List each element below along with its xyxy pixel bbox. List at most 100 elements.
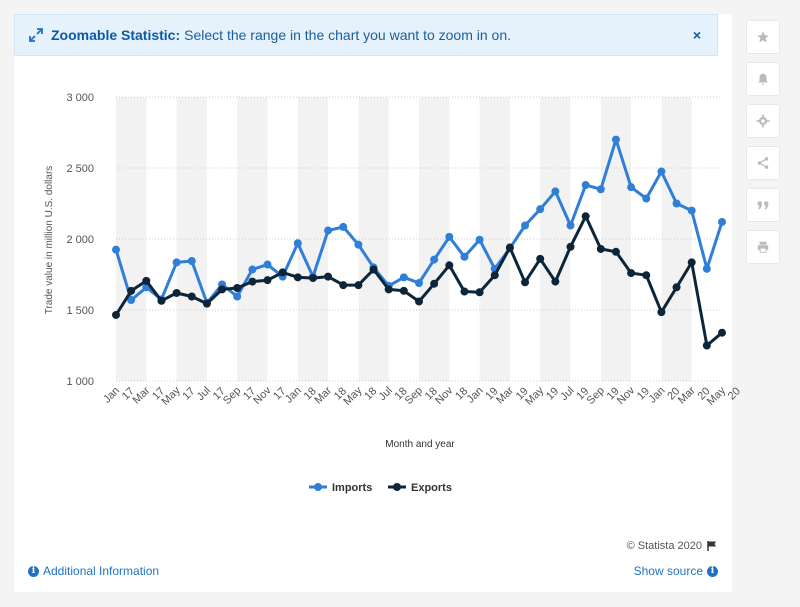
- data-point-imports[interactable]: [112, 245, 120, 254]
- data-point-exports[interactable]: [354, 281, 363, 290]
- data-point-exports[interactable]: [445, 261, 454, 270]
- data-point-imports[interactable]: [354, 240, 363, 249]
- favorite-button[interactable]: [746, 20, 780, 54]
- show-source-link[interactable]: Show source i: [634, 564, 718, 578]
- settings-button[interactable]: [746, 104, 780, 138]
- data-point-exports[interactable]: [339, 281, 348, 290]
- data-point-imports[interactable]: [415, 279, 423, 288]
- data-point-imports[interactable]: [627, 183, 636, 192]
- legend-item-exports[interactable]: Exports: [388, 482, 452, 494]
- close-banner-button[interactable]: ×: [692, 27, 702, 43]
- data-point-exports[interactable]: [263, 276, 272, 285]
- data-point-imports[interactable]: [248, 265, 257, 274]
- data-point-imports[interactable]: [233, 292, 242, 301]
- share-button[interactable]: [746, 146, 780, 180]
- data-point-exports[interactable]: [566, 242, 575, 251]
- y-tick-label: 1 500: [66, 305, 94, 317]
- data-point-exports[interactable]: [430, 279, 439, 288]
- data-point-imports[interactable]: [596, 185, 605, 194]
- data-point-exports[interactable]: [384, 285, 393, 294]
- data-point-exports[interactable]: [551, 277, 560, 286]
- data-point-imports[interactable]: [718, 217, 726, 226]
- data-point-imports[interactable]: [339, 222, 348, 231]
- data-point-exports[interactable]: [672, 283, 681, 292]
- print-icon: [757, 241, 769, 253]
- data-point-imports[interactable]: [187, 257, 196, 266]
- data-point-imports[interactable]: [172, 258, 181, 267]
- bell-icon: [758, 73, 768, 85]
- data-point-exports[interactable]: [521, 278, 530, 287]
- data-point-imports[interactable]: [324, 226, 333, 235]
- data-point-exports[interactable]: [293, 273, 302, 282]
- data-point-exports[interactable]: [718, 328, 726, 337]
- data-point-imports[interactable]: [460, 252, 469, 261]
- svg-text:Sep: Sep: [403, 385, 425, 407]
- data-point-exports[interactable]: [611, 247, 620, 256]
- data-point-exports[interactable]: [687, 258, 696, 267]
- data-point-imports[interactable]: [702, 264, 711, 273]
- data-point-exports[interactable]: [142, 276, 151, 285]
- data-point-exports[interactable]: [324, 272, 333, 281]
- data-point-imports[interactable]: [551, 187, 560, 196]
- data-point-exports[interactable]: [399, 286, 408, 295]
- data-point-imports[interactable]: [566, 221, 575, 230]
- data-point-exports[interactable]: [642, 271, 651, 280]
- data-point-exports[interactable]: [536, 254, 545, 263]
- data-point-imports[interactable]: [263, 260, 272, 269]
- cite-button[interactable]: [746, 188, 780, 222]
- data-point-exports[interactable]: [415, 297, 423, 306]
- data-point-imports[interactable]: [642, 194, 651, 203]
- data-point-exports[interactable]: [233, 283, 242, 292]
- data-point-imports[interactable]: [687, 206, 696, 215]
- data-point-exports[interactable]: [657, 308, 666, 317]
- data-point-exports[interactable]: [308, 274, 317, 283]
- data-point-imports[interactable]: [430, 255, 439, 264]
- data-point-exports[interactable]: [248, 277, 257, 286]
- svg-text:May: May: [341, 384, 365, 408]
- series-exports[interactable]: [112, 212, 726, 350]
- data-point-exports[interactable]: [187, 292, 196, 301]
- data-point-exports[interactable]: [596, 244, 605, 253]
- svg-text:Nov: Nov: [615, 384, 638, 407]
- data-point-imports[interactable]: [127, 296, 136, 305]
- data-point-imports[interactable]: [399, 273, 408, 282]
- data-point-exports[interactable]: [460, 287, 469, 296]
- data-point-exports[interactable]: [369, 265, 378, 274]
- data-point-exports[interactable]: [202, 299, 211, 308]
- data-point-exports[interactable]: [127, 286, 136, 295]
- print-button[interactable]: [746, 230, 780, 264]
- data-point-exports[interactable]: [278, 268, 287, 277]
- share-icon: [757, 157, 769, 169]
- data-point-imports[interactable]: [445, 232, 454, 241]
- expand-icon: [27, 26, 45, 44]
- data-point-exports[interactable]: [581, 212, 590, 221]
- data-point-imports[interactable]: [581, 181, 590, 190]
- data-point-exports[interactable]: [218, 285, 227, 294]
- data-point-imports[interactable]: [657, 167, 666, 176]
- data-point-exports[interactable]: [112, 310, 120, 319]
- data-point-imports[interactable]: [611, 135, 620, 144]
- data-point-exports[interactable]: [490, 271, 499, 280]
- data-point-exports[interactable]: [505, 243, 514, 252]
- show-source-label: Show source: [633, 564, 703, 578]
- notification-button[interactable]: [746, 62, 780, 96]
- data-point-imports[interactable]: [293, 239, 302, 248]
- additional-information-link[interactable]: i Additional Information: [28, 564, 159, 578]
- data-point-exports[interactable]: [475, 288, 484, 297]
- statista-credit[interactable]: © Statista 2020: [627, 540, 718, 552]
- banner-title: Zoomable Statistic:: [51, 27, 181, 43]
- data-point-imports[interactable]: [475, 235, 484, 244]
- data-point-exports[interactable]: [157, 296, 166, 305]
- data-point-imports[interactable]: [672, 199, 681, 208]
- data-point-exports[interactable]: [172, 288, 181, 297]
- svg-text:Mar: Mar: [131, 384, 153, 406]
- legend-item-imports[interactable]: Imports: [309, 482, 372, 494]
- data-point-imports[interactable]: [521, 221, 530, 230]
- data-point-imports[interactable]: [536, 205, 545, 214]
- data-point-exports[interactable]: [702, 341, 711, 350]
- data-point-exports[interactable]: [627, 269, 636, 278]
